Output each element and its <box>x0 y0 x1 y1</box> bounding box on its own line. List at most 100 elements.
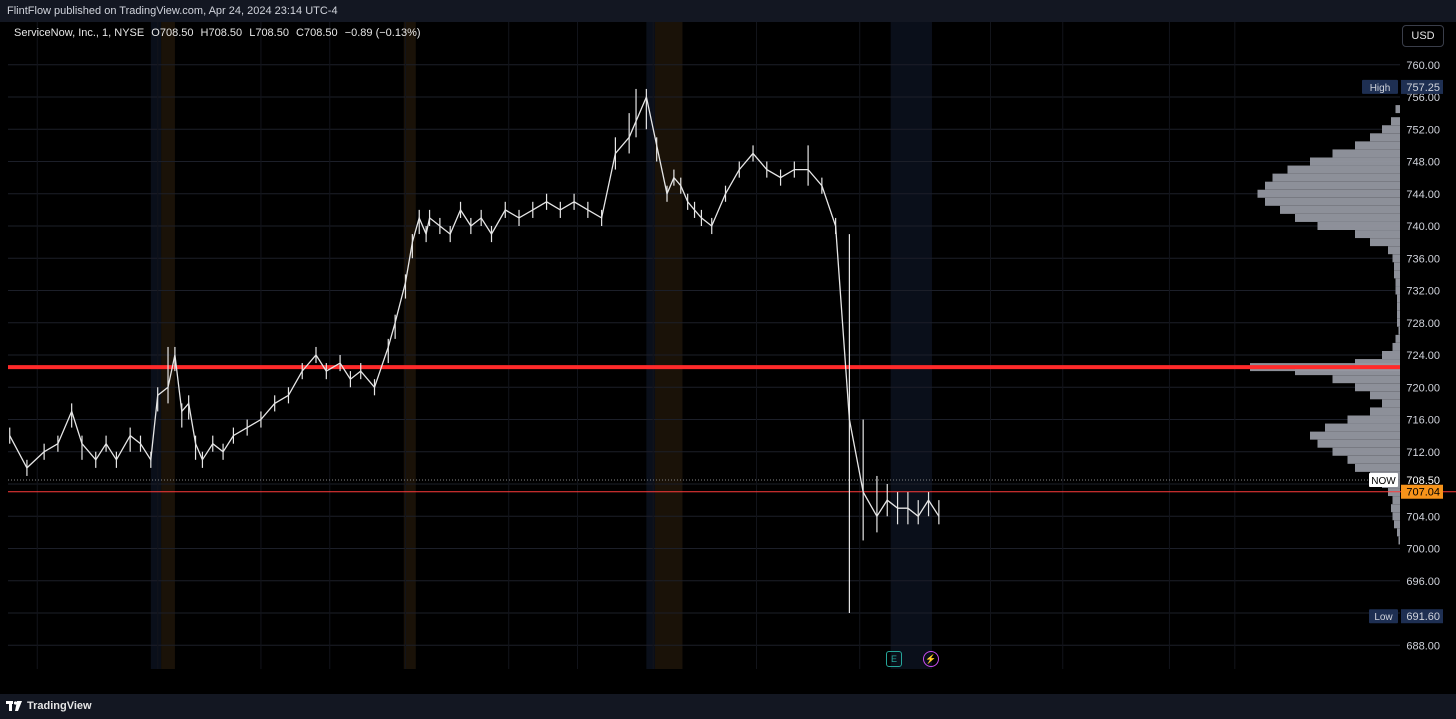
publish-header: FlintFlow published on TradingView.com, … <box>0 0 1456 22</box>
y-tick-label: 688.00 <box>1406 640 1440 652</box>
price-label-box <box>1401 609 1443 624</box>
volume-profile-bar <box>1332 149 1400 158</box>
session-band <box>646 22 655 669</box>
volume-profile-bar <box>1355 359 1400 368</box>
volume-profile-bar <box>1382 351 1400 359</box>
brand-name: TradingView <box>27 700 92 712</box>
tradingview-logo-icon <box>6 701 22 711</box>
y-tick-label: 760.00 <box>1406 60 1440 72</box>
volume-profile-bar <box>1391 504 1400 513</box>
price-label-box <box>1401 484 1443 499</box>
price-label-value: 708.50 <box>1406 475 1440 487</box>
volume-profile-bar <box>1392 254 1400 263</box>
y-tick-label: 724.00 <box>1406 350 1440 362</box>
chart-background <box>0 22 1456 672</box>
y-tick-label: 720.00 <box>1406 382 1440 394</box>
volume-profile-bar <box>1382 399 1400 408</box>
price-chart[interactable]: 760.00 756.00 752.00 748.00 744.00 740.00 736.… <box>0 22 1456 672</box>
symbol-name[interactable]: ServiceNow, Inc., 1, NYSE <box>14 27 145 39</box>
price-tag-label: NOW <box>1371 476 1396 487</box>
volume-profile-bar <box>1317 439 1400 448</box>
volume-profile-bar <box>1397 294 1400 303</box>
volume-profile-bar <box>1265 197 1400 206</box>
y-tick-label: 736.00 <box>1406 253 1440 265</box>
volume-profile-bar <box>1347 415 1400 424</box>
volume-profile-bar <box>1355 141 1400 150</box>
volume-profile-bar <box>1394 262 1400 271</box>
price-label-box <box>1401 79 1443 94</box>
y-tick-label: 728.00 <box>1406 318 1440 330</box>
session-band <box>150 22 162 669</box>
volume-profile-bar <box>1317 222 1400 230</box>
volume-profile-bar <box>1287 165 1400 174</box>
volume-profile-bar <box>1265 181 1400 190</box>
y-tick-label: 752.00 <box>1406 124 1440 136</box>
volume-profile-bar <box>1397 318 1400 327</box>
y-tick-label: 704.00 <box>1406 511 1440 523</box>
session-band <box>161 22 175 669</box>
volume-profile-bar <box>1370 391 1400 400</box>
volume-profile-bar <box>1382 125 1400 134</box>
volume-profile-bar <box>1257 189 1400 198</box>
volume-profile-bar <box>1397 302 1400 311</box>
publish-info: FlintFlow published on TradingView.com, … <box>7 5 338 17</box>
price-label-value: 707.04 <box>1406 487 1440 499</box>
volume-profile-bar <box>1370 238 1400 247</box>
y-tick-label: 712.00 <box>1406 447 1440 459</box>
y-tick-label: 744.00 <box>1406 189 1440 201</box>
ohlc-open: O708.50 <box>151 27 194 39</box>
volume-profile-bar <box>1392 496 1400 505</box>
volume-profile-bar <box>1310 431 1400 440</box>
volume-profile-bar <box>1295 213 1400 222</box>
y-tick-label: 748.00 <box>1406 157 1440 169</box>
volume-profile-bar <box>1310 157 1400 166</box>
volume-profile-bar <box>1332 447 1400 456</box>
price-tag-label: High <box>1370 83 1391 94</box>
volume-profile-bar <box>1388 246 1400 255</box>
volume-profile-bar <box>1355 463 1400 472</box>
volume-profile-bar <box>1391 117 1400 126</box>
price-label-value: 757.25 <box>1406 82 1440 94</box>
price-tag-label: Low <box>1374 612 1393 623</box>
session-band <box>654 22 683 669</box>
volume-profile-bar <box>1370 407 1400 416</box>
price-change: −0.89 (−0.13%) <box>344 27 421 39</box>
session-band <box>890 22 932 669</box>
y-tick-label: 696.00 <box>1406 576 1440 588</box>
volume-profile-bar <box>1355 383 1400 392</box>
footer-bar: TradingView <box>0 694 1456 719</box>
y-tick-label: 756.00 <box>1406 92 1440 104</box>
currency-button[interactable]: USD <box>1402 25 1444 47</box>
volume-profile-bar <box>1280 205 1400 214</box>
volume-profile-bar <box>1325 423 1400 432</box>
ohlc-high: H708.50 <box>200 27 243 39</box>
volume-profile-bar <box>1395 105 1400 114</box>
price-line <box>9 94 940 518</box>
price-tag-box <box>1362 79 1398 94</box>
volume-profile-bar <box>1355 230 1400 239</box>
y-tick-label: 700.00 <box>1406 544 1440 556</box>
dividend-icon[interactable]: ⚡ <box>923 651 939 667</box>
volume-profile-bar <box>1347 455 1400 464</box>
volume-profile-bar <box>1272 173 1400 182</box>
price-label-box <box>1401 472 1443 487</box>
session-band <box>403 22 416 669</box>
volume-profile-bar <box>1332 375 1400 384</box>
earnings-icon[interactable]: E <box>886 651 902 667</box>
y-tick-label: 716.00 <box>1406 415 1440 427</box>
volume-profile-bar <box>1395 278 1400 287</box>
volume-profile-bar <box>1295 367 1400 376</box>
ohlc-low: L708.50 <box>249 27 289 39</box>
ohlc-close: C708.50 <box>296 27 338 39</box>
volume-profile-bar <box>1395 286 1400 295</box>
volume-profile-bar <box>1398 326 1400 335</box>
volume-profile-bar <box>1370 133 1400 142</box>
price-tag-box <box>1369 472 1398 487</box>
volume-profile-bar <box>1395 334 1400 343</box>
y-tick-label: 732.00 <box>1406 286 1440 298</box>
volume-profile-bar <box>1397 528 1400 537</box>
volume-profile-bar <box>1397 310 1400 319</box>
volume-profile-bar <box>1392 512 1400 521</box>
price-label-value: 691.60 <box>1406 611 1440 623</box>
volume-profile-bar <box>1394 270 1400 279</box>
